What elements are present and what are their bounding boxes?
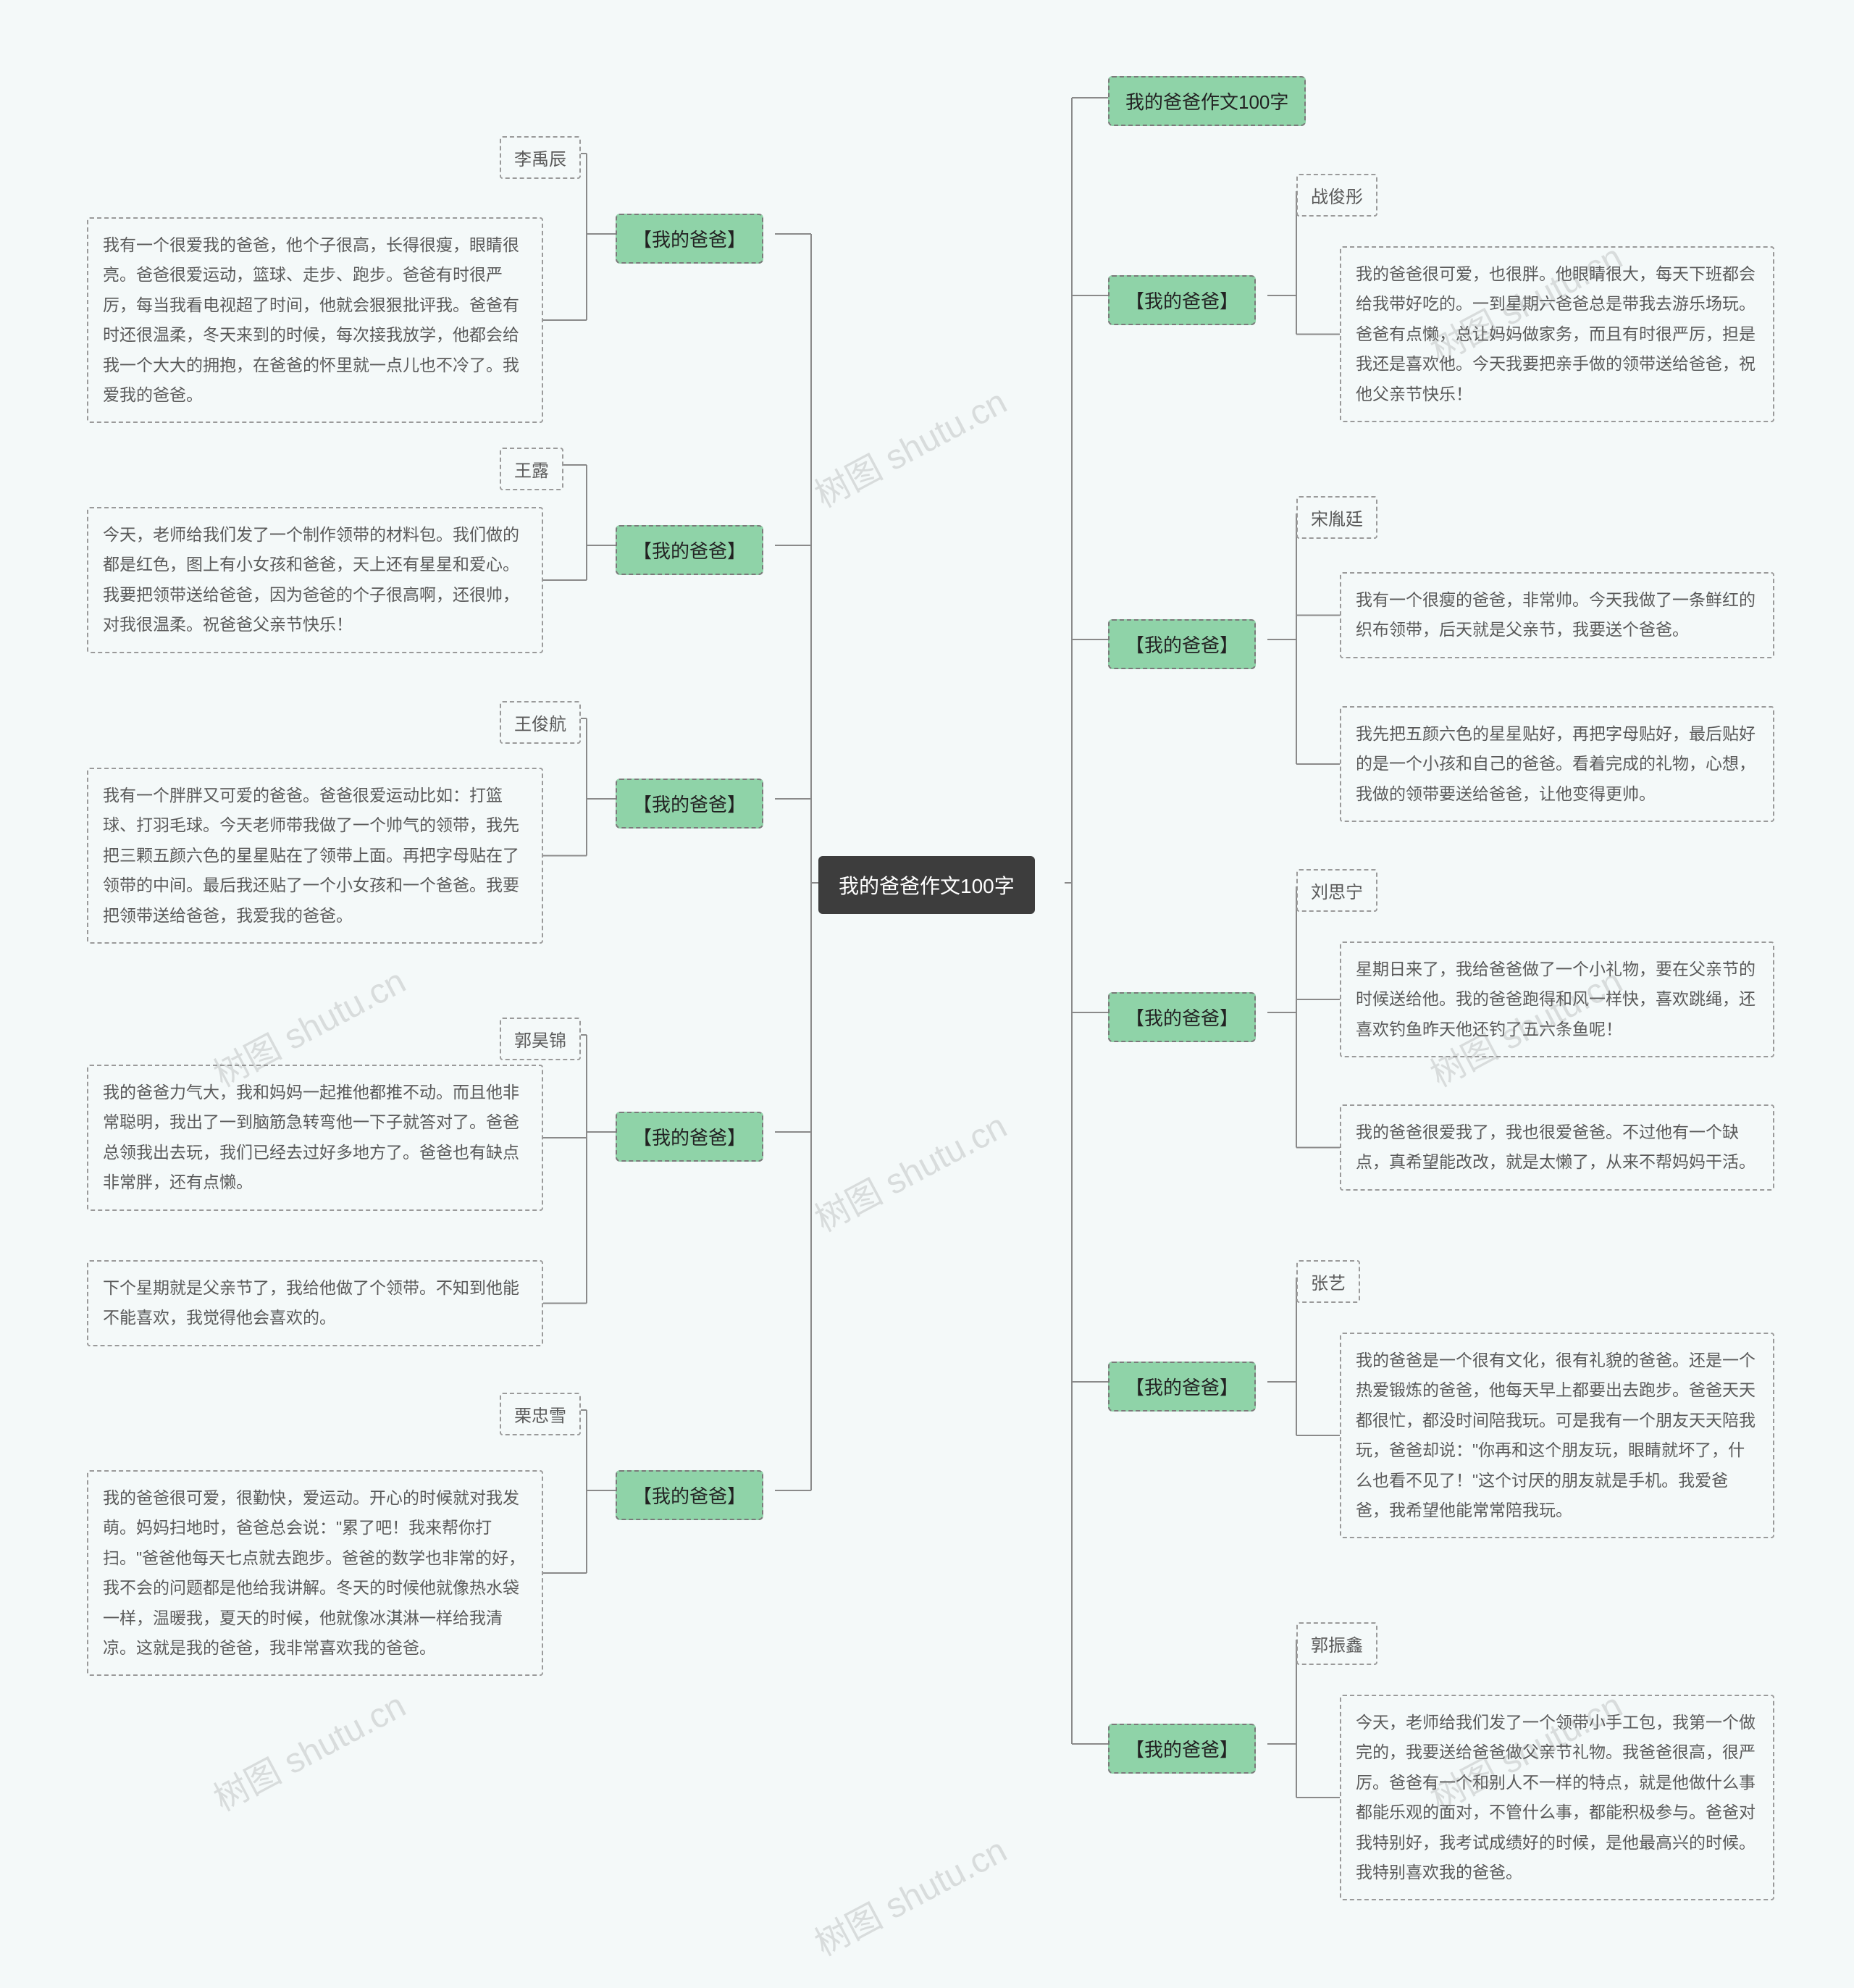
leaf-node: 我先把五颜六色的星星贴好，再把字母贴好，最后贴好的是一个小孩和自己的爸爸。看着完… (1340, 706, 1774, 822)
leaf-node: 我有一个胖胖又可爱的爸爸。爸爸很爱运动比如：打篮球、打羽毛球。今天老师带我做了一… (87, 768, 543, 944)
mindmap-canvas: 我的爸爸作文100字我的爸爸作文100字【我的爸爸】李禹辰我有一个很爱我的爸爸，… (0, 0, 1854, 1988)
leaf-node: 我的爸爸力气大，我和妈妈一起推他都推不动。而且他非常聪明，我出了一到脑筋急转弯他… (87, 1065, 543, 1211)
branch-node-right: 【我的爸爸】 (1108, 619, 1256, 669)
leaf-node: 下个星期就是父亲节了，我给他做了个领带。不知到他能不能喜欢，我觉得他会喜欢的。 (87, 1260, 543, 1346)
leaf-node: 我有一个很爱我的爸爸，他个子很高，长得很瘦，眼睛很亮。爸爸很爱运动，篮球、走步、… (87, 217, 543, 423)
branch-node-right: 【我的爸爸】 (1108, 992, 1256, 1042)
branch-node-left: 【我的爸爸】 (616, 525, 763, 575)
author-node: 栗忠雪 (500, 1393, 581, 1435)
leaf-node: 我的爸爸很爱我了，我也很爱爸爸。不过他有一个缺点，真希望能改改，就是太懒了，从来… (1340, 1104, 1774, 1191)
branch-node-left: 【我的爸爸】 (616, 779, 763, 829)
author-node: 王俊航 (500, 701, 581, 744)
watermark: 树图 shutu.cn (805, 1098, 1015, 1241)
author-node: 李禹辰 (500, 136, 581, 179)
leaf-node: 我有一个很瘦的爸爸，非常帅。今天我做了一条鲜红的织布领带，后天就是父亲节，我要送… (1340, 572, 1774, 658)
leaf-node: 我的爸爸很可爱，很勤快，爱运动。开心的时候就对我发萌。妈妈扫地时，爸爸总会说："… (87, 1470, 543, 1676)
leaf-node: 星期日来了，我给爸爸做了一个小礼物，要在父亲节的时候送给他。我的爸爸跑得和风一样… (1340, 941, 1774, 1057)
branch-node-left: 【我的爸爸】 (616, 214, 763, 264)
branch-node-left: 【我的爸爸】 (616, 1470, 763, 1520)
author-node: 郭振鑫 (1296, 1622, 1377, 1665)
branch-node-right: 【我的爸爸】 (1108, 275, 1256, 325)
branch-node-left: 【我的爸爸】 (616, 1112, 763, 1162)
leaf-node: 今天，老师给我们发了一个制作领带的材料包。我们做的都是红色，图上有小女孩和爸爸，… (87, 507, 543, 653)
root-node: 我的爸爸作文100字 (818, 856, 1035, 914)
leaf-node: 我的爸爸是一个很有文化，很有礼貌的爸爸。还是一个热爱锻炼的爸爸，他每天早上都要出… (1340, 1333, 1774, 1538)
watermark: 树图 shutu.cn (204, 1677, 414, 1821)
author-node: 战俊彤 (1296, 174, 1377, 217)
leaf-node: 我的爸爸很可爱，也很胖。他眼睛很大，每天下班都会给我带好吃的。一到星期六爸爸总是… (1340, 246, 1774, 422)
branch-node-right: 【我的爸爸】 (1108, 1362, 1256, 1412)
author-node: 刘思宁 (1296, 869, 1377, 912)
leaf-node: 今天，老师给我们发了一个领带小手工包，我第一个做完的，我要送给爸爸做父亲节礼物。… (1340, 1695, 1774, 1900)
author-node: 宋胤廷 (1296, 496, 1377, 539)
watermark: 树图 shutu.cn (805, 1822, 1015, 1966)
author-node: 王露 (500, 448, 563, 490)
right-title-node: 我的爸爸作文100字 (1108, 76, 1306, 126)
watermark: 树图 shutu.cn (805, 374, 1015, 517)
author-node: 张艺 (1296, 1260, 1360, 1303)
author-node: 郭昊锦 (500, 1018, 581, 1060)
branch-node-right: 【我的爸爸】 (1108, 1724, 1256, 1774)
